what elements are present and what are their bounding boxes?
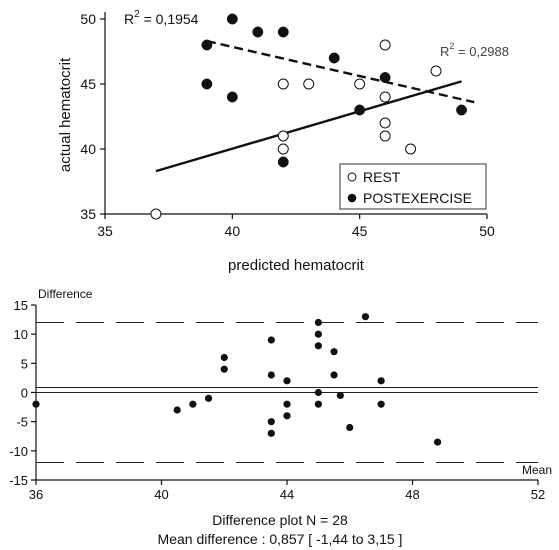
- point-rest: [405, 143, 417, 155]
- difference-point: [314, 318, 322, 327]
- top-x-tick-label: 50: [479, 223, 495, 239]
- top-y-axis-label: actual hematocrit: [57, 57, 74, 172]
- hematocrit-scatter-chart: 35 40 45 50 35 40 45 50 actual hematocrit predi…: [57, 9, 509, 274]
- point-rest: [277, 78, 289, 90]
- bottom-x-tick-label: 44: [280, 487, 294, 502]
- point-postexercise: [328, 52, 340, 64]
- difference-point: [377, 377, 385, 385]
- difference-point: [267, 418, 275, 426]
- bottom-x-axis-label: Mean: [522, 463, 552, 477]
- r2-annotation-rest: R2 = 0,1954: [124, 9, 199, 27]
- point-rest: [150, 208, 162, 220]
- difference-point: [267, 371, 275, 379]
- point-postexercise: [456, 104, 467, 116]
- bottom-x-tick-label: 40: [154, 487, 168, 502]
- difference-point: [314, 330, 322, 338]
- legend-filled-circle-icon: [347, 193, 357, 203]
- point-postexercise: [277, 156, 289, 168]
- svg-text:R2 = 0,2988: R2 = 0,2988: [440, 41, 509, 59]
- point-rest: [379, 39, 391, 51]
- point-postexercise: [379, 72, 391, 83]
- top-y-tick-label: 45: [80, 76, 96, 92]
- point-rest: [303, 78, 315, 90]
- point-rest: [354, 78, 366, 90]
- bottom-y-tick-label: -5: [16, 415, 28, 430]
- bottom-x-tick-label: 48: [405, 487, 419, 502]
- difference-point: [189, 400, 197, 408]
- top-x-tick-label: 45: [352, 223, 368, 239]
- fit-line-postexercise: [206, 39, 475, 104]
- point-rest: [430, 65, 442, 77]
- difference-point: [346, 423, 354, 432]
- bottom-y-tick-label: 5: [21, 356, 28, 371]
- legend: REST POSTEXERCISE: [339, 163, 487, 210]
- point-rest: [277, 130, 289, 142]
- difference-point: [204, 394, 213, 402]
- top-y-tick-label: 50: [80, 11, 96, 27]
- top-y-tick-label: 35: [80, 206, 96, 222]
- legend-box: [339, 163, 487, 210]
- r2-annotation-postexercise: R2 = 0,2988: [440, 41, 509, 59]
- bottom-y-tick-label: 0: [21, 386, 28, 401]
- difference-point: [336, 391, 344, 400]
- r2-superscript: 2: [134, 9, 140, 20]
- difference-plot-chart: 36 40 44 48 52 15 10 5 0 -5 -10 -15 Difference Mean…: [9, 287, 552, 547]
- difference-point: [32, 400, 40, 408]
- point-postexercise: [354, 104, 366, 116]
- difference-point: [267, 429, 275, 437]
- point-postexercise: [226, 13, 238, 25]
- point-rest: [379, 130, 391, 142]
- r2-letter: R: [124, 11, 134, 27]
- bottom-y-axis-label: Difference: [38, 287, 93, 301]
- difference-point: [314, 388, 322, 397]
- difference-point: [173, 406, 181, 414]
- point-postexercise: [201, 78, 213, 90]
- legend-label-postexercise: POSTEXERCISE: [363, 190, 472, 206]
- r2-value: = 0,2988: [454, 44, 509, 59]
- fit-line-rest: [155, 80, 462, 173]
- point-postexercise: [226, 91, 238, 103]
- bottom-y-tick-label: 15: [14, 298, 28, 313]
- legend-label-rest: REST: [363, 169, 401, 185]
- bottom-x-tick-label: 36: [29, 487, 43, 502]
- difference-point: [361, 313, 370, 321]
- top-y-tick-label: 40: [80, 141, 96, 157]
- difference-point: [283, 412, 291, 420]
- bottom-y-tick-label: 10: [14, 327, 28, 342]
- r2-letter: R: [440, 44, 449, 59]
- difference-plot-subtitle: Mean difference : 0,857 [ -1,44 to 3,15 …: [158, 531, 403, 547]
- difference-point: [330, 371, 338, 379]
- difference-point: [314, 342, 322, 350]
- difference-point: [267, 336, 275, 344]
- point-postexercise: [277, 26, 289, 38]
- difference-point: [377, 400, 385, 408]
- difference-point: [283, 377, 291, 385]
- difference-point: [314, 400, 322, 408]
- difference-point: [220, 353, 228, 362]
- point-postexercise: [201, 39, 213, 51]
- point-rest: [277, 143, 289, 155]
- difference-point: [283, 400, 291, 408]
- point-rest: [379, 91, 391, 103]
- point-postexercise: [252, 26, 264, 38]
- top-x-tick-label: 40: [225, 223, 241, 239]
- svg-text:R2 = 0,1954: R2 = 0,1954: [124, 9, 199, 27]
- bottom-x-tick-label: 52: [531, 487, 545, 502]
- bottom-y-tick-label: -15: [9, 473, 28, 488]
- bottom-y-tick-label: -10: [9, 444, 28, 459]
- difference-point: [330, 348, 338, 356]
- top-x-axis-label: predicted hematocrit: [228, 257, 365, 274]
- difference-point: [434, 438, 442, 446]
- r2-value: = 0,1954: [140, 11, 199, 27]
- r2-superscript: 2: [449, 41, 454, 51]
- legend-open-circle-icon: [347, 172, 357, 182]
- difference-point: [220, 365, 228, 373]
- point-rest: [379, 117, 391, 129]
- difference-plot-title: Difference plot N = 28: [212, 512, 348, 528]
- top-x-tick-label: 35: [97, 223, 113, 239]
